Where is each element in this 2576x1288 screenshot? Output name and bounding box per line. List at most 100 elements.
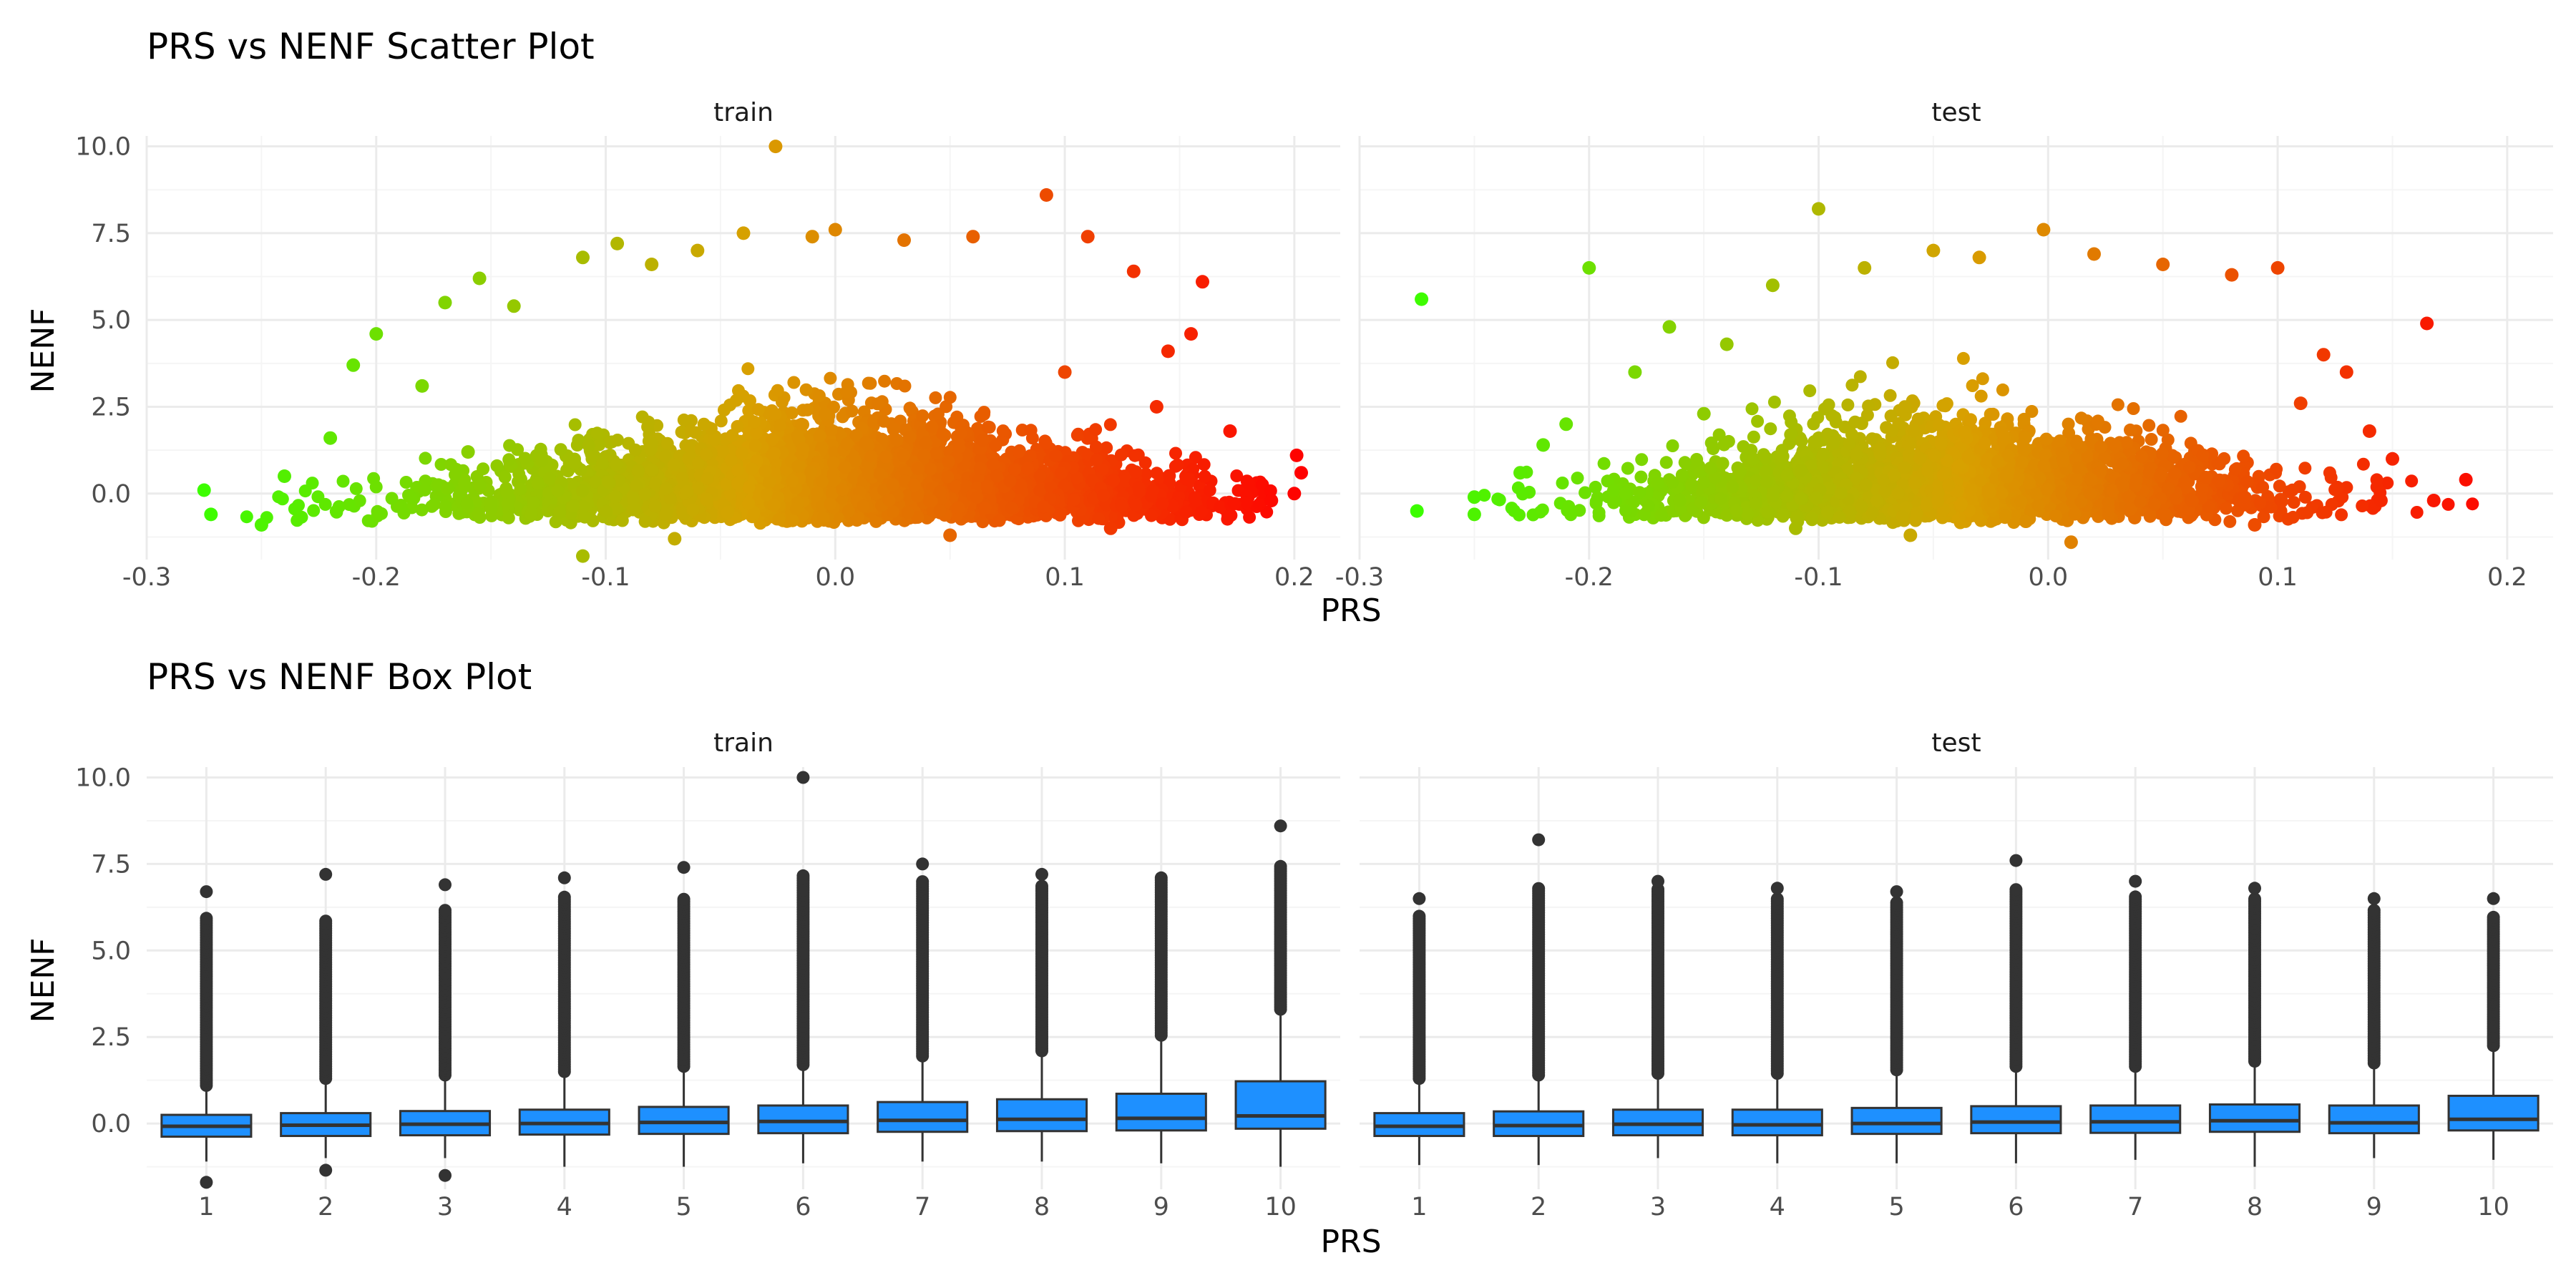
scatter-point xyxy=(1171,458,1184,472)
scatter-point xyxy=(602,475,615,489)
scatter-point xyxy=(1129,498,1143,512)
scatter-point xyxy=(933,504,947,517)
scatter-point xyxy=(768,447,781,460)
scatter-point xyxy=(1139,467,1153,481)
scatter-point xyxy=(772,512,786,526)
scatter-point xyxy=(796,442,809,456)
scatter-point xyxy=(1128,449,1141,462)
scatter-point xyxy=(978,502,992,515)
scatter-strip-test: test xyxy=(1931,98,1981,127)
scatter-point xyxy=(278,469,291,483)
scatter-point xyxy=(862,376,875,390)
scatter-point xyxy=(805,230,819,244)
scatter-point xyxy=(816,474,829,488)
scatter-point xyxy=(418,483,431,497)
scatter-point xyxy=(748,439,762,452)
scatter-point xyxy=(897,449,910,462)
scatter-section: PRS vs NENF Scatter Plot train test 0.02… xyxy=(25,26,2553,629)
scatter-point xyxy=(527,496,540,509)
scatter-point xyxy=(686,503,700,517)
scatter-point xyxy=(769,140,783,154)
scatter-point xyxy=(518,452,532,465)
scatter-point xyxy=(700,492,713,506)
scatter-point xyxy=(701,472,714,485)
scatter-point xyxy=(1182,473,1196,487)
scatter-point xyxy=(992,514,1006,527)
scatter-point xyxy=(721,506,734,519)
scatter-point xyxy=(1243,510,1257,524)
scatter-point xyxy=(197,483,211,497)
scatter-point xyxy=(942,455,955,468)
scatter-point xyxy=(473,479,487,492)
scatter-point xyxy=(1068,493,1080,507)
scatter-point xyxy=(660,436,674,450)
scatter-title: PRS vs NENF Scatter Plot xyxy=(147,26,595,67)
scatter-point xyxy=(903,431,917,444)
scatter-point xyxy=(554,443,567,457)
scatter-point xyxy=(346,358,361,372)
scatter-point xyxy=(1196,275,1209,289)
scatter-point xyxy=(736,226,751,240)
scatter-point xyxy=(531,477,545,490)
scatter-point xyxy=(472,271,487,286)
scatter-point xyxy=(461,445,475,459)
scatter-point xyxy=(966,230,980,244)
scatter-point xyxy=(996,424,1010,438)
scatter-point xyxy=(668,458,681,472)
scatter-point xyxy=(941,470,955,484)
scatter-point xyxy=(525,507,538,521)
scatter-point xyxy=(857,499,870,513)
scatter-point xyxy=(1071,427,1085,441)
scatter-point xyxy=(916,409,930,423)
scatter-point xyxy=(1150,467,1163,480)
scatter-point xyxy=(298,484,312,498)
scatter-point xyxy=(1058,365,1072,379)
scatter-point xyxy=(2156,424,2170,437)
scatter-point xyxy=(786,474,799,487)
scatter-point xyxy=(439,499,452,513)
scatter-point xyxy=(828,223,842,237)
scatter-point xyxy=(1956,351,1970,365)
scatter-point xyxy=(824,371,837,385)
scatter-point xyxy=(568,418,582,431)
scatter-point xyxy=(1115,499,1128,512)
scatter-point xyxy=(427,497,441,511)
scatter-point xyxy=(840,385,854,399)
scatter-point xyxy=(878,374,892,388)
scatter-point xyxy=(576,484,590,498)
scatter-point xyxy=(1033,484,1047,497)
scatter-point xyxy=(924,462,937,476)
scatter-point xyxy=(600,504,613,518)
scatter-point xyxy=(254,518,268,532)
scatter-point xyxy=(907,479,921,492)
scatter-point xyxy=(839,461,852,474)
scatter-point xyxy=(1129,465,1143,479)
scatter-point xyxy=(898,379,912,393)
scatter-point xyxy=(748,415,761,429)
scatter-point xyxy=(500,485,514,499)
scatter-point xyxy=(789,502,803,516)
scatter-point xyxy=(610,236,625,250)
scatter-point xyxy=(887,422,901,436)
scatter-point-cloud xyxy=(240,362,1277,530)
scatter-point xyxy=(1635,453,1649,467)
scatter-point xyxy=(745,462,758,476)
scatter-point xyxy=(943,528,957,542)
scatter-point xyxy=(791,429,804,443)
scatter-point xyxy=(419,452,432,465)
scatter-point xyxy=(292,499,305,512)
scatter-point xyxy=(514,482,527,496)
scatter-point xyxy=(697,417,711,431)
scatter-point xyxy=(502,453,516,467)
scatter-point xyxy=(2405,474,2419,488)
scatter-point xyxy=(952,501,965,514)
scatter-point xyxy=(1126,264,1141,278)
scatter-point xyxy=(787,376,801,389)
scatter-point xyxy=(812,389,826,402)
scatter-point xyxy=(677,413,691,426)
scatter-point xyxy=(590,426,604,440)
scatter-point xyxy=(628,443,642,457)
scatter-point xyxy=(582,439,595,452)
scatter-point xyxy=(1195,505,1209,519)
scatter-point xyxy=(609,489,623,503)
